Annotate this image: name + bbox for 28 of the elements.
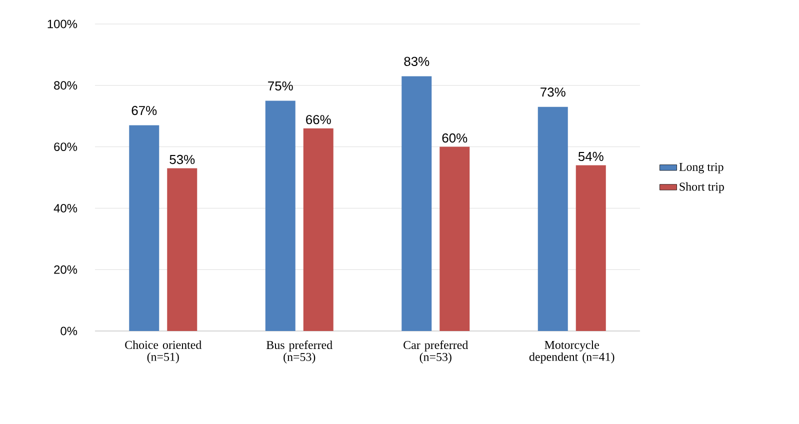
data-label: 67%: [132, 106, 157, 116]
y-tick-label: 80%: [54, 81, 78, 90]
data-label: 53%: [170, 154, 195, 164]
x-tick-label: Choice oriented (n=51): [125, 340, 202, 364]
x-tick-label: Motorcycle dependent (n=41): [529, 340, 614, 364]
y-tick-label: 40%: [54, 204, 78, 212]
bar: [265, 100, 296, 331]
data-label: 60%: [442, 133, 468, 143]
legend-label: Short trip: [680, 182, 724, 194]
bar: [167, 168, 198, 331]
legend-label: Long trip: [679, 162, 724, 174]
data-label: 54%: [578, 152, 604, 162]
bar: [576, 165, 606, 331]
x-tick-label: Bus preferred (n=53): [266, 340, 332, 364]
data-label: 73%: [540, 88, 566, 97]
bar: [538, 106, 568, 331]
bar: [129, 125, 160, 331]
bar: [303, 128, 334, 331]
y-tick-label: 60%: [54, 142, 78, 152]
bar: [402, 76, 432, 331]
data-label: 83%: [404, 56, 430, 66]
data-label: 66%: [306, 115, 331, 124]
bar: [440, 146, 470, 331]
data-label: 75%: [268, 81, 293, 91]
y-tick-label: 0%: [60, 326, 78, 336]
y-tick-label: 100%: [48, 20, 78, 28]
y-tick-label: 20%: [54, 265, 78, 274]
x-tick-label: Car preferred (n=53): [404, 340, 468, 364]
